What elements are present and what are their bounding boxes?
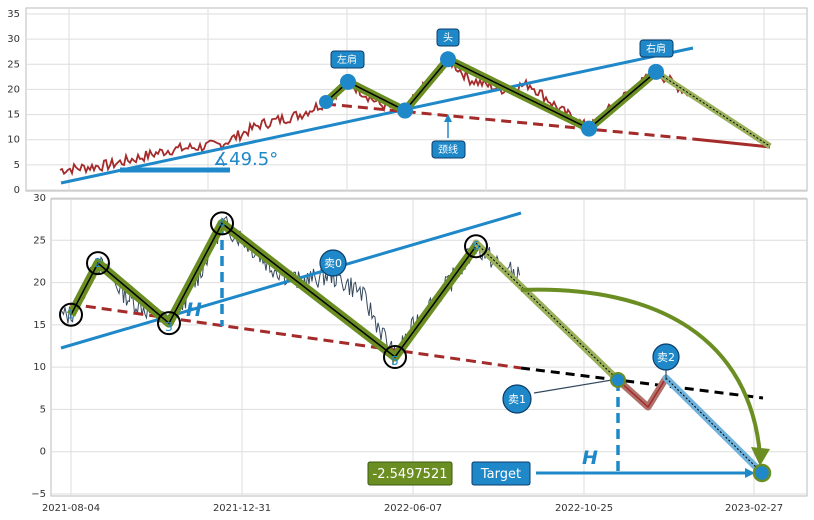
detail-pattern-point: [86, 251, 110, 276]
detail-neckline-ext: [520, 366, 764, 400]
detail-x-tick: 2021-12-31: [213, 503, 271, 514]
target-value-box: -2.5497521: [367, 461, 453, 486]
overview-neckline-ext: [692, 137, 771, 149]
target-value: -2.5497521: [373, 467, 448, 482]
left-shoulder-text: 左肩: [337, 53, 357, 66]
detail-pattern-point-label: 6: [472, 239, 480, 253]
target-label: Target: [480, 467, 521, 482]
sell2-marker: 卖2: [652, 343, 680, 380]
detail-pattern-point: [383, 344, 407, 369]
detail-x-tick: 2022-06-07: [384, 503, 442, 514]
detail-pattern-points: 1 2 3 4 5 6: [59, 211, 488, 369]
overview-pattern-point: [340, 73, 356, 90]
target-label-box: Target: [471, 461, 531, 486]
target-arrowhead: [745, 468, 755, 478]
sell0-label: 卖0: [324, 257, 342, 270]
sell2-label: 卖2: [657, 351, 675, 364]
overview-y-tick: 10: [7, 135, 20, 146]
detail-y-tick: 0: [40, 447, 46, 458]
detail-x-tick: 2022-10-25: [555, 503, 613, 514]
sell1-label: 卖1: [508, 393, 526, 406]
overview-y-tick: 20: [7, 84, 20, 95]
projection-curve-arrow: [520, 287, 762, 456]
overview-panel: 35 30 25 20 15 10 5 0 ∡49.5° 左肩 头 右肩: [7, 7, 808, 196]
overview-pattern-point: [581, 120, 597, 137]
angle-label: ∡49.5°: [213, 149, 278, 170]
head-text: 头: [443, 32, 453, 44]
projection-line-sell1: [475, 242, 619, 381]
left-shoulder-label: 左肩: [330, 50, 365, 69]
decline-line: [665, 377, 763, 474]
detail-x-tick: 2023-02-27: [725, 503, 783, 514]
overview-y-tick: 30: [7, 34, 20, 45]
overview-y-tick: 25: [7, 59, 20, 70]
detail-pattern-point-label: 2: [94, 256, 102, 270]
overview-pattern-point: [397, 102, 413, 119]
overview-y-tick: 0: [14, 185, 20, 196]
overview-trend-line: [60, 46, 694, 185]
detail-pattern-point-label: 1: [67, 308, 75, 322]
detail-plot-area: [50, 198, 808, 497]
neckline-label: 颈线: [431, 114, 466, 159]
target-point: [752, 463, 772, 483]
detail-pattern-point-label: 3: [165, 320, 173, 334]
detail-y-tick: 30: [33, 193, 46, 204]
head-label: 头: [436, 28, 460, 47]
overview-y-tick: 35: [7, 9, 20, 20]
overview-y-tick: 5: [14, 160, 20, 171]
detail-y-tick: −5: [31, 489, 46, 500]
overview-neckline: [325, 102, 694, 141]
pullback-line: [617, 377, 667, 409]
detail-x-tick: 2021-08-04: [42, 503, 100, 514]
detail-pattern-point: [59, 302, 83, 327]
projection-curve-arrowhead: [751, 447, 770, 466]
detail-y-tick: 10: [33, 362, 46, 373]
detail-y-tick: 20: [33, 278, 46, 289]
right-shoulder-label: 右肩: [639, 39, 674, 58]
detail-pattern-point: [210, 211, 234, 236]
detail-y-tick: 5: [40, 404, 46, 415]
overview-y-tick: 15: [7, 110, 20, 121]
detail-pattern-line: [70, 222, 477, 359]
sell1-marker: 卖1: [502, 372, 626, 414]
detail-neckline: [69, 302, 522, 370]
detail-pattern-point-label: 5: [391, 354, 399, 368]
detail-pattern-point-label: 4: [218, 216, 226, 230]
overview-pattern-point: [319, 95, 333, 109]
overview-y-ticks: 35 30 25 20 15 10 5 0: [7, 9, 20, 196]
overview-pattern-point: [648, 63, 664, 80]
overview-grid: [26, 8, 807, 191]
detail-y-tick: 15: [33, 320, 46, 331]
right-shoulder-text: 右肩: [646, 42, 666, 55]
detail-x-ticks: 2021-08-04 2021-12-31 2022-06-07 2022-10-25…: [42, 503, 783, 514]
overview-pattern-points: [319, 51, 772, 149]
h-label-left: H: [186, 299, 202, 321]
overview-pattern-point: [440, 51, 456, 68]
detail-y-tick: 25: [33, 235, 46, 246]
overview-projection-line: [655, 71, 771, 147]
h-label-right: H: [582, 447, 598, 469]
detail-pattern-point: [157, 311, 181, 336]
detail-y-ticks: 30 25 20 15 10 5 0 −5: [31, 193, 46, 500]
sell0-marker: 卖0: [319, 249, 347, 277]
neckline-text: 颈线: [438, 143, 458, 156]
detail-pattern-point: [464, 234, 488, 259]
